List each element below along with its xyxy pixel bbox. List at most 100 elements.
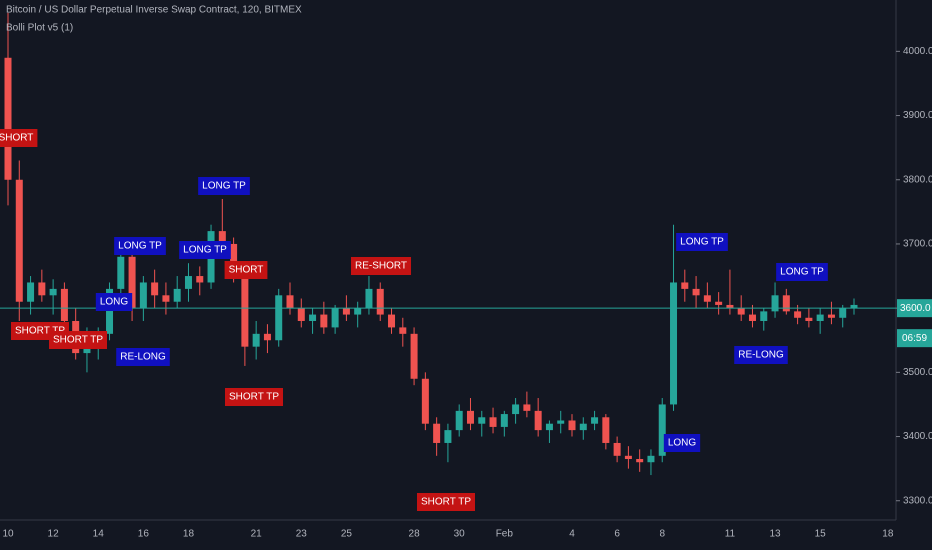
y-tick-label: 3800.0 — [903, 174, 932, 185]
signal-text: SHORT — [229, 265, 264, 276]
signal-label: LONG — [663, 434, 701, 452]
x-tick-label: 23 — [296, 529, 308, 540]
candle-body — [252, 333, 260, 347]
candle-body — [545, 423, 553, 431]
candle-body — [421, 378, 429, 424]
signal-box — [114, 237, 166, 255]
y-tick-label: 3300.0 — [903, 495, 932, 506]
countdown-label: 06:59 — [902, 333, 927, 344]
last-price-box — [897, 299, 932, 318]
candle-body — [151, 282, 159, 296]
candle-body — [557, 420, 565, 424]
signal-box — [416, 493, 476, 511]
candle-body — [794, 311, 802, 318]
signal-label: SHORT TP — [416, 493, 476, 511]
candle-body — [342, 308, 350, 315]
chart-title: Bitcoin / US Dollar Perpetual Inverse Sw… — [6, 5, 302, 16]
signal-text: LONG TP — [202, 181, 246, 192]
candle-body — [455, 410, 463, 431]
signal-label: RE-LONG — [734, 346, 788, 364]
candle-body — [726, 304, 734, 309]
signal-box — [224, 261, 268, 279]
countdown-box — [897, 329, 932, 348]
signal-text: RE-LONG — [738, 350, 784, 361]
candle-body — [128, 256, 136, 309]
candle-body — [376, 288, 384, 315]
signal-text: SHORT TP — [421, 497, 471, 508]
candle-body — [760, 311, 768, 321]
x-tick-label: 18 — [183, 529, 195, 540]
x-tick-label: 12 — [48, 529, 60, 540]
candle-body — [827, 314, 835, 318]
signal-box — [95, 293, 133, 311]
candle-body — [591, 417, 599, 424]
candle-body — [4, 57, 12, 180]
signal-box — [0, 129, 38, 147]
signal-text: RE-LONG — [120, 352, 166, 363]
signal-text: RE-SHORT — [355, 261, 407, 272]
candle-body — [613, 442, 621, 456]
candle-body — [748, 314, 756, 321]
signal-label: SHORT — [224, 261, 268, 279]
candle-body — [286, 295, 294, 309]
signal-box — [48, 331, 108, 349]
signal-box — [776, 263, 828, 281]
signal-box — [116, 348, 170, 366]
candle-body — [410, 333, 418, 379]
candle-body — [681, 282, 689, 289]
candle-body — [320, 314, 328, 328]
signal-text: SHORT TP — [53, 335, 103, 346]
candle-body — [309, 314, 317, 321]
x-tick-label: 16 — [138, 529, 150, 540]
candle-body — [27, 282, 35, 302]
x-tick-label: 6 — [614, 529, 620, 540]
candle-body — [466, 410, 474, 424]
candle-body — [38, 282, 46, 296]
x-tick-label: 21 — [251, 529, 263, 540]
signal-label: SHORT TP — [224, 388, 284, 406]
signal-label: LONG — [95, 293, 133, 311]
signal-text: LONG TP — [118, 241, 162, 252]
signal-label: SHORT — [0, 129, 38, 147]
candle-body — [692, 288, 700, 296]
candle-body — [365, 288, 373, 309]
candle-body — [15, 179, 23, 302]
candle-body — [388, 314, 396, 328]
candle-body — [500, 414, 508, 427]
signal-text: LONG TP — [680, 237, 724, 248]
candle-body — [579, 423, 587, 431]
candle-body — [117, 256, 125, 289]
candle-body — [647, 455, 655, 463]
candle-body — [230, 243, 238, 270]
x-tick-label: 13 — [769, 529, 781, 540]
signal-label: RE-SHORT — [350, 257, 412, 275]
x-tick-label: 10 — [2, 529, 14, 540]
x-tick-label: 4 — [569, 529, 575, 540]
x-tick-label: 28 — [409, 529, 421, 540]
signal-label: RE-LONG — [116, 348, 170, 366]
candle-body — [624, 455, 632, 460]
candle-body — [173, 288, 181, 302]
last-price-label: 3600.0 — [900, 303, 931, 314]
y-tick-label: 4000.0 — [903, 46, 932, 57]
candle-body — [805, 317, 813, 321]
candle-body — [49, 288, 57, 296]
candle-body — [568, 420, 576, 431]
signal-box — [179, 241, 231, 259]
candle-body — [839, 308, 847, 318]
candle-body — [602, 417, 610, 443]
signal-box — [734, 346, 788, 364]
signal-text: LONG — [100, 297, 129, 308]
candle-body — [534, 410, 542, 431]
candle-body — [399, 327, 407, 334]
signal-label: LONG TP — [676, 233, 728, 251]
candle-body — [523, 404, 531, 411]
x-tick-label: 8 — [659, 529, 665, 540]
candle-body — [489, 417, 497, 427]
candle-body — [771, 295, 779, 312]
candle-body — [512, 404, 520, 415]
candle-body — [737, 308, 745, 315]
signal-text: LONG — [668, 438, 697, 449]
signal-box — [350, 257, 412, 275]
signal-label: LONG TP — [114, 237, 166, 255]
